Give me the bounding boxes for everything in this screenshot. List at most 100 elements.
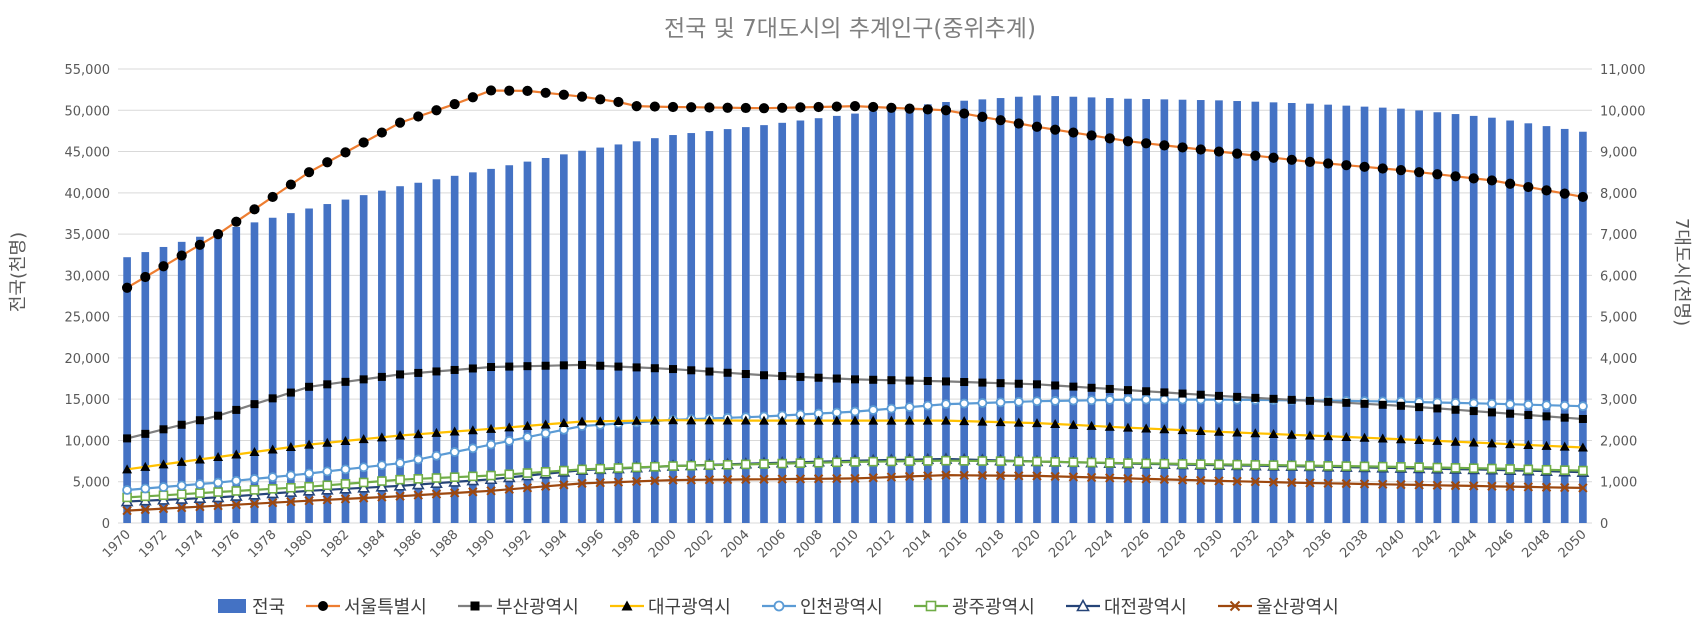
data-point bbox=[504, 469, 515, 480]
data-point bbox=[868, 405, 879, 415]
y-tick-label: 50,000 bbox=[65, 104, 111, 119]
y-tick-label: 30,000 bbox=[65, 269, 111, 284]
data-point bbox=[795, 458, 806, 468]
data-point bbox=[851, 375, 859, 384]
data-point bbox=[722, 415, 733, 425]
data-point bbox=[1359, 461, 1370, 472]
data-point bbox=[795, 415, 806, 425]
data-point bbox=[1487, 463, 1497, 474]
data-point bbox=[176, 480, 187, 491]
data-point bbox=[995, 470, 1006, 481]
data-point bbox=[1250, 428, 1261, 438]
bar bbox=[196, 236, 204, 523]
data-point bbox=[940, 415, 951, 425]
bar bbox=[705, 131, 714, 523]
data-point bbox=[1523, 439, 1534, 449]
data-point bbox=[322, 495, 332, 505]
bar bbox=[632, 141, 641, 523]
data-point bbox=[1432, 435, 1443, 445]
data-point bbox=[614, 362, 623, 371]
data-point bbox=[376, 432, 387, 442]
data-point bbox=[250, 400, 259, 409]
legend-label: 부산광역시 bbox=[496, 597, 579, 618]
data-point bbox=[868, 456, 878, 467]
data-point bbox=[213, 451, 224, 461]
data-point bbox=[995, 115, 1006, 126]
data-point bbox=[1178, 389, 1187, 398]
data-point bbox=[1232, 427, 1243, 437]
data-point bbox=[140, 271, 151, 283]
data-point bbox=[1195, 425, 1206, 435]
data-point bbox=[686, 475, 696, 485]
data-point bbox=[395, 474, 405, 485]
data-point bbox=[1014, 379, 1023, 388]
data-point bbox=[613, 96, 624, 108]
data-point bbox=[1432, 169, 1443, 180]
data-point bbox=[1269, 394, 1278, 403]
data-point bbox=[231, 475, 242, 486]
data-point bbox=[468, 487, 478, 497]
bar bbox=[905, 106, 914, 524]
data-point bbox=[140, 483, 151, 494]
x-tick-label: 1970 bbox=[100, 527, 134, 561]
data-point bbox=[649, 101, 660, 112]
data-point bbox=[1577, 442, 1588, 452]
data-point bbox=[621, 600, 633, 611]
data-point bbox=[1268, 477, 1279, 487]
data-point bbox=[1323, 478, 1333, 489]
data-point bbox=[158, 503, 169, 514]
data-point bbox=[977, 416, 988, 426]
data-point bbox=[777, 102, 788, 113]
legend: 전국 서울특별시 부산광역시 대구광역시 인천광역시 광주광역시 대전광역시 울산광역시 bbox=[218, 597, 1339, 618]
data-point bbox=[267, 497, 278, 508]
data-point bbox=[886, 456, 897, 467]
data-point bbox=[176, 250, 187, 261]
data-point bbox=[121, 282, 133, 293]
data-point bbox=[122, 464, 133, 474]
legend-label: 인천광역시 bbox=[800, 597, 883, 618]
x-tick-label: 1984 bbox=[355, 527, 389, 561]
data-point bbox=[1268, 152, 1279, 163]
data-point bbox=[122, 505, 132, 516]
data-point bbox=[1250, 150, 1261, 161]
data-point bbox=[304, 481, 314, 492]
data-point bbox=[1378, 479, 1388, 489]
data-point bbox=[904, 456, 915, 466]
data-point bbox=[850, 406, 860, 417]
data-point bbox=[795, 102, 806, 113]
data-point bbox=[1523, 181, 1534, 193]
bar bbox=[596, 147, 605, 524]
data-point bbox=[595, 478, 605, 488]
x-tick-label: 2012 bbox=[864, 527, 898, 561]
data-point bbox=[304, 468, 314, 479]
data-point bbox=[358, 462, 369, 473]
data-point bbox=[1068, 472, 1079, 482]
bar bbox=[341, 199, 350, 523]
data-point bbox=[814, 373, 823, 382]
bar bbox=[1160, 99, 1169, 524]
x-tick-label: 1996 bbox=[573, 527, 607, 561]
data-point bbox=[522, 483, 533, 493]
data-point bbox=[540, 428, 551, 439]
data-point bbox=[722, 102, 733, 113]
bar bbox=[123, 257, 131, 523]
data-point bbox=[941, 470, 951, 480]
data-point bbox=[1468, 463, 1479, 473]
data-point bbox=[960, 378, 969, 387]
bar bbox=[177, 241, 186, 523]
data-point bbox=[211, 490, 225, 503]
bar bbox=[305, 208, 313, 523]
bar bbox=[614, 144, 623, 524]
data-point bbox=[1523, 464, 1534, 475]
x-tick-label: 1988 bbox=[427, 527, 461, 561]
data-point bbox=[541, 361, 550, 370]
data-point bbox=[668, 461, 678, 471]
data-point bbox=[1432, 480, 1443, 490]
legend-label: 전국 bbox=[252, 597, 285, 618]
data-point bbox=[411, 477, 425, 490]
data-point bbox=[195, 488, 205, 498]
data-point bbox=[268, 394, 277, 403]
data-point bbox=[158, 490, 169, 501]
data-point bbox=[158, 459, 169, 469]
data-point bbox=[1086, 395, 1097, 406]
